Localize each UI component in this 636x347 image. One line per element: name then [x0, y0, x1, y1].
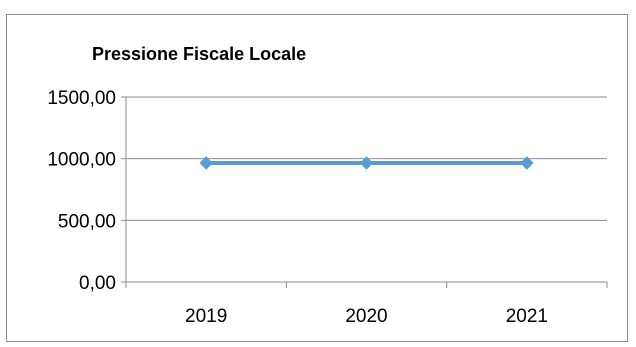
- y-tick-label: 0,00: [79, 273, 116, 294]
- data-point-marker: [520, 156, 534, 170]
- y-tick-label: 1000,00: [47, 150, 116, 171]
- chart-title: Pressione Fiscale Locale: [92, 44, 307, 64]
- data-point-marker: [359, 156, 374, 170]
- x-tick-label: 2021: [506, 306, 548, 327]
- x-tick-label: 2019: [185, 306, 227, 327]
- x-tick-label: 2020: [345, 306, 387, 327]
- chart-frame: [6, 14, 628, 342]
- y-tick-label: 1500,00: [47, 88, 116, 109]
- y-tick-label: 500,00: [58, 211, 116, 232]
- data-point-marker: [199, 156, 213, 170]
